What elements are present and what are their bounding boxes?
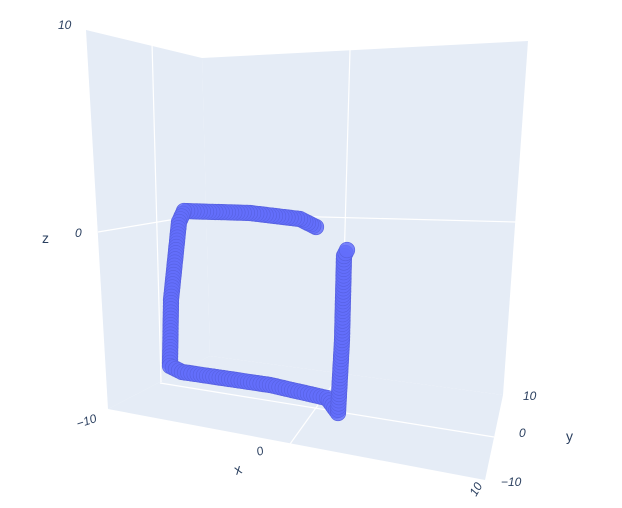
floor-pane — [108, 356, 503, 480]
x-axis-title: x — [232, 460, 244, 477]
y-tick-label: 0 — [519, 426, 526, 440]
y-tick-label: −10 — [501, 475, 522, 489]
left-wall-pane — [86, 30, 210, 409]
z-tick-label: 10 — [58, 18, 72, 32]
scatter3d-trace[interactable] — [161, 202, 356, 422]
x-tick-label: 0 — [255, 443, 266, 458]
x-tick-label: 10 — [466, 480, 485, 499]
z-axis-title: z — [42, 230, 49, 246]
y-axis-title: y — [566, 428, 573, 444]
z-tick-label: −10 — [75, 411, 99, 431]
z-tick-label: 0 — [75, 226, 82, 240]
y-tick-label: 10 — [523, 389, 537, 403]
data-point[interactable] — [338, 241, 356, 259]
